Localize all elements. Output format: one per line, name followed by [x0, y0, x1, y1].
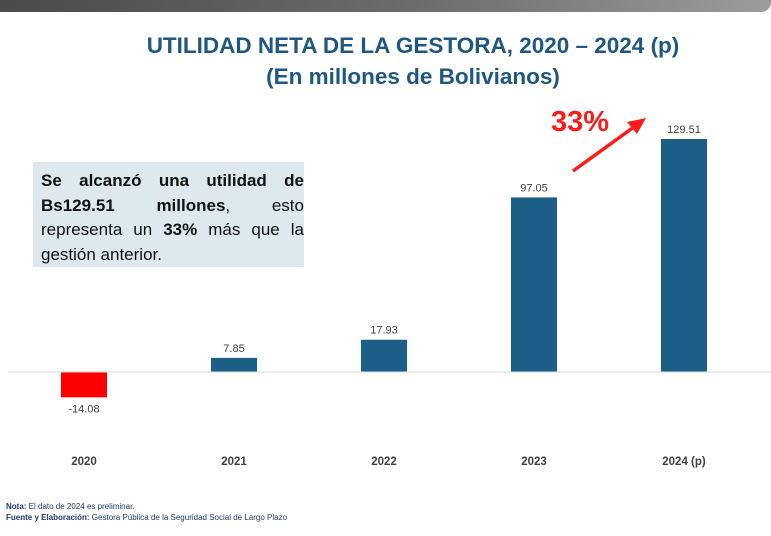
- data-label: 97.05: [520, 182, 548, 194]
- bar-2023: [511, 197, 557, 372]
- source-text: Gestora Pública de la Seguridad Social d…: [89, 512, 288, 522]
- source-line: Fuente y Elaboración: Gestora Pública de…: [6, 513, 287, 524]
- data-label-group: -14.08 7.85 17.93 97.05 129.51: [68, 124, 700, 415]
- growth-arrow-line: [571, 125, 636, 173]
- callout-text-1: , esto representa un: [41, 195, 304, 240]
- growth-percent-label: 33%: [551, 106, 610, 138]
- callout-text-2: más que la gestión anterior.: [41, 220, 304, 264]
- callout-highlight: Se alcanzó una utilidad de Bs129.51 mill…: [41, 171, 304, 215]
- data-label: 17.93: [370, 325, 398, 337]
- data-label: 129.51: [667, 124, 701, 136]
- bar-2020: [61, 372, 107, 398]
- category-tick-label: 2022: [371, 456, 397, 468]
- data-label: -14.08: [68, 403, 99, 415]
- bar-group: [61, 139, 707, 398]
- summary-callout: Se alcanzó una utilidad de Bs129.51 mill…: [33, 162, 304, 267]
- bar-2021: [211, 357, 257, 372]
- category-tick-label: 2020: [71, 456, 97, 468]
- callout-percent: 33%: [163, 220, 198, 239]
- data-label: 7.85: [223, 343, 244, 355]
- category-tick-label: 2024 (p): [662, 456, 706, 468]
- category-tick-label: 2023: [521, 456, 547, 468]
- growth-arrow: [571, 118, 646, 173]
- top-decor-bar: [0, 0, 771, 12]
- category-tick-label: 2021: [221, 456, 247, 468]
- chart-subtitle: (En millones de Bolivianos): [266, 64, 560, 89]
- bar-2024-p: [661, 139, 707, 372]
- note-line: Nota: El dato de 2024 es preliminar.: [6, 502, 287, 513]
- chart-title: UTILIDAD NETA DE LA GESTORA, 2020 – 2024…: [0, 30, 771, 92]
- note-text: El dato de 2024 es preliminar.: [26, 502, 135, 511]
- growth-arrow-head: [627, 118, 646, 134]
- category-tick-group: 2020 2021 2022 2023 2024 (p): [71, 456, 706, 468]
- bar-2022: [361, 339, 407, 372]
- chart-title-line1: UTILIDAD NETA DE LA GESTORA, 2020 – 2024…: [146, 33, 680, 58]
- source-label: Fuente y Elaboración:: [6, 512, 90, 522]
- footnotes: Nota: El dato de 2024 es preliminar. Fue…: [6, 502, 287, 523]
- note-label: Nota:: [6, 502, 27, 511]
